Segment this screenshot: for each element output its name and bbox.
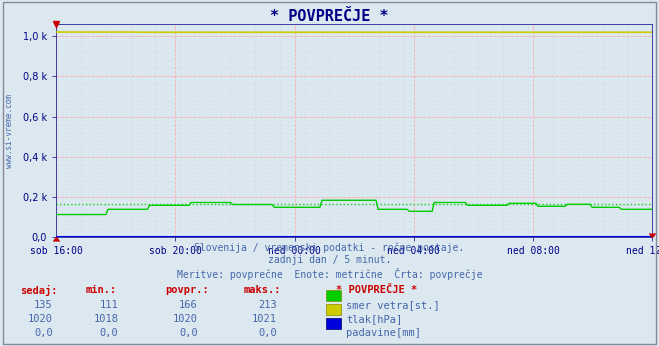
Text: 213: 213 — [258, 300, 277, 310]
Text: 135: 135 — [34, 300, 53, 310]
Text: sedaj:: sedaj: — [20, 285, 57, 297]
Text: * POVPREČJE *: * POVPREČJE * — [336, 285, 417, 295]
Text: 0,0: 0,0 — [34, 328, 53, 338]
Text: 0,0: 0,0 — [100, 328, 119, 338]
Text: * POVPREČJE *: * POVPREČJE * — [270, 9, 389, 24]
Text: Meritve: povprečne  Enote: metrične  Črta: povprečje: Meritve: povprečne Enote: metrične Črta:… — [177, 268, 482, 281]
Text: povpr.:: povpr.: — [165, 285, 208, 295]
Text: maks.:: maks.: — [244, 285, 281, 295]
Text: Slovenija / vremenski podatki - ročne postaje.: Slovenija / vremenski podatki - ročne po… — [194, 242, 465, 253]
Text: 1018: 1018 — [94, 314, 119, 324]
Text: 166: 166 — [179, 300, 198, 310]
Text: min.:: min.: — [86, 285, 117, 295]
Text: padavine[mm]: padavine[mm] — [346, 328, 421, 338]
Text: 1020: 1020 — [28, 314, 53, 324]
Text: 1020: 1020 — [173, 314, 198, 324]
Text: tlak[hPa]: tlak[hPa] — [346, 314, 402, 324]
Text: zadnji dan / 5 minut.: zadnji dan / 5 minut. — [268, 255, 391, 265]
Text: 111: 111 — [100, 300, 119, 310]
Text: smer vetra[st.]: smer vetra[st.] — [346, 300, 440, 310]
Text: 1021: 1021 — [252, 314, 277, 324]
Text: 0,0: 0,0 — [179, 328, 198, 338]
Text: 0,0: 0,0 — [258, 328, 277, 338]
Text: www.si-vreme.com: www.si-vreme.com — [5, 94, 14, 169]
